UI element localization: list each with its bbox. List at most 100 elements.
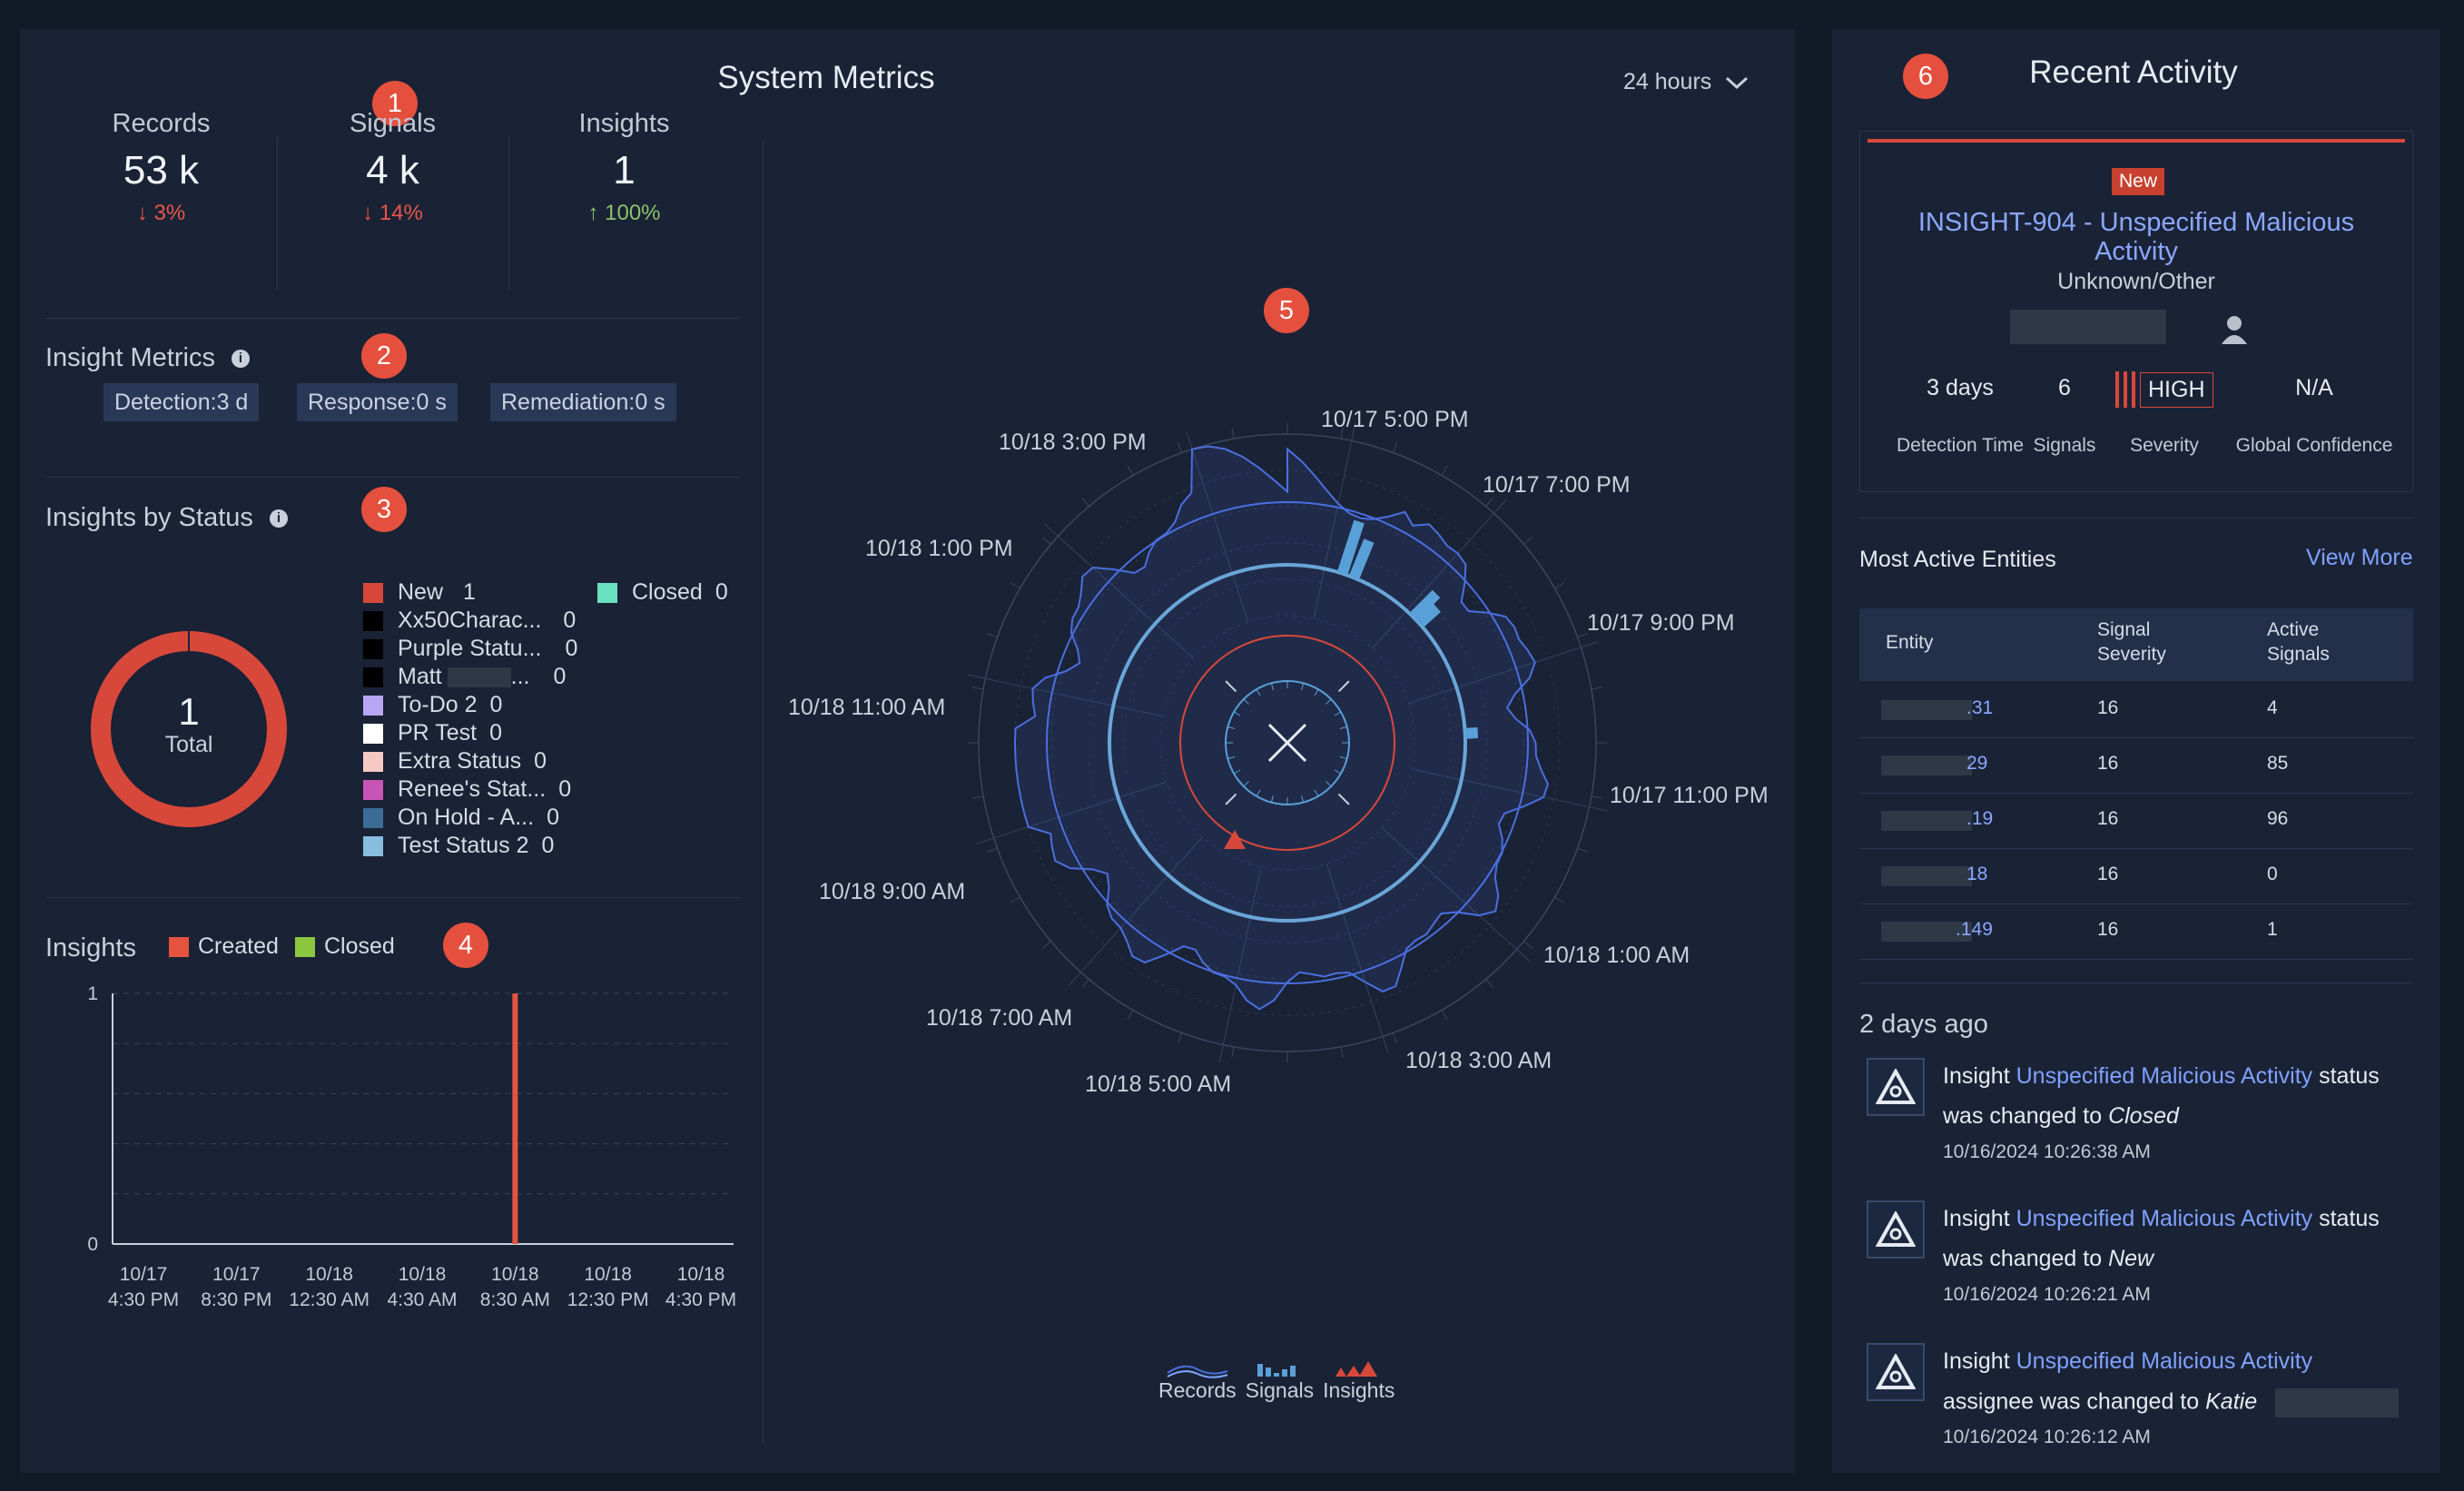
- insight-title-link[interactable]: INSIGHT-904 - Unspecified Malicious Acti…: [1917, 208, 2355, 266]
- activity-line-2: assignee was changed to Katie: [1943, 1388, 2400, 1417]
- signal-bar[interactable]: [1336, 519, 1365, 576]
- polar-time-label: 10/17 11:00 PM: [1610, 783, 1769, 808]
- info-icon[interactable]: i: [269, 509, 288, 528]
- tick: [1010, 896, 1020, 903]
- legend-count: 0: [553, 664, 567, 689]
- system-metrics-panel: [20, 29, 1795, 1473]
- activity-change-text: was changed to: [1943, 1246, 2103, 1271]
- signal-bar[interactable]: [1409, 589, 1441, 621]
- signal-bar[interactable]: [1415, 603, 1441, 628]
- step-badge-1: 1: [372, 81, 418, 126]
- legend-item-status[interactable]: Closed 0: [597, 579, 728, 606]
- reset-zoom-icon[interactable]: [1267, 723, 1307, 763]
- activity-timestamp: 10/16/2024 10:26:38 AM: [1943, 1141, 2151, 1162]
- table-row[interactable]: 18 16 0: [1859, 849, 2413, 903]
- signals-label: Signals: [2033, 435, 2096, 456]
- view-more-link[interactable]: View More: [2306, 545, 2413, 570]
- entity-link[interactable]: .19: [1966, 808, 1994, 829]
- activity-insight-link[interactable]: Unspecified Malicious Activity: [2016, 1206, 2313, 1231]
- severity-label: Severity: [2130, 435, 2199, 456]
- signal-bar[interactable]: [1348, 538, 1375, 580]
- legend-count: 0: [534, 748, 547, 774]
- status-donut[interactable]: [89, 629, 289, 829]
- tick: [1523, 537, 1533, 545]
- arrow-down-icon: ↓: [136, 201, 148, 225]
- legend-item-status[interactable]: Purple Statu... 0: [363, 636, 577, 662]
- header-text: Signal: [2097, 619, 2151, 640]
- signals-series[interactable]: [1108, 563, 1467, 923]
- info-icon[interactable]: i: [231, 350, 250, 369]
- table-row[interactable]: 29 16 85: [1859, 738, 2413, 793]
- redacted-entity: [1881, 755, 1972, 775]
- activity-timestamp: 10/16/2024 10:26:21 AM: [1943, 1284, 2151, 1305]
- legend-item-status[interactable]: Test Status 2 0: [363, 833, 554, 859]
- tick: [1127, 1010, 1134, 1021]
- step-badge-2: 2: [361, 333, 407, 379]
- table-row[interactable]: .19 16 96: [1859, 794, 2413, 848]
- chip-label: Response: [308, 389, 410, 415]
- header-text: Severity: [2097, 644, 2166, 665]
- insight-marker[interactable]: [1224, 830, 1246, 849]
- dial-tick: [1227, 726, 1236, 729]
- tick: [1485, 979, 1493, 988]
- legend-created[interactable]: Created: [169, 933, 279, 960]
- tick: [1178, 442, 1183, 453]
- legend-count: 0: [715, 579, 728, 605]
- polar-legend-records[interactable]: Records: [1158, 1360, 1237, 1403]
- activity-insight-link[interactable]: Unspecified Malicious Activity: [2016, 1063, 2313, 1089]
- tick: [1340, 1046, 1344, 1058]
- legend-closed[interactable]: Closed: [295, 933, 395, 960]
- insight-card[interactable]: New INSIGHT-904 - Unspecified Malicious …: [1859, 131, 2413, 492]
- legend-label: Extra Status: [398, 748, 522, 774]
- legend-item-status[interactable]: Matt... 0: [363, 664, 566, 690]
- dial-tick: [1334, 711, 1342, 716]
- activity-prefix: Insight: [1943, 1206, 2010, 1231]
- table-row[interactable]: .149 16 1: [1859, 904, 2413, 959]
- legend-item-status[interactable]: New 1: [363, 579, 476, 606]
- signal-bar[interactable]: [1464, 727, 1479, 739]
- legend-item-status[interactable]: Renee's Stat... 0: [363, 776, 571, 803]
- entity-link[interactable]: 29: [1966, 753, 1988, 774]
- active-signals-cell: 0: [2267, 864, 2278, 884]
- tick: [1010, 582, 1020, 589]
- redacted-entity: [1881, 811, 1972, 831]
- legend-item-status[interactable]: PR Test 0: [363, 720, 502, 746]
- legend-swatch: [363, 610, 383, 631]
- kpi-label: Signals: [349, 109, 437, 138]
- x-tick-label: 10/17: [212, 1264, 261, 1285]
- legend-item-status[interactable]: Extra Status 0: [363, 748, 547, 775]
- legend-item-status[interactable]: Xx50Charac... 0: [363, 607, 576, 634]
- time-range-select[interactable]: 24 hours: [1623, 69, 1749, 95]
- arrow-up-icon: ↑: [587, 201, 599, 225]
- polar-time-label: 10/18 9:00 AM: [819, 879, 966, 904]
- dial-tick: [1243, 781, 1249, 787]
- activity-insight-link[interactable]: Unspecified Malicious Activity: [2016, 1348, 2313, 1374]
- polar-legend-signals[interactable]: Signals: [1246, 1360, 1314, 1403]
- spoke: [1044, 523, 1194, 658]
- step-badge-3: 3: [361, 487, 407, 532]
- activity-new-value: Closed: [2108, 1103, 2179, 1129]
- legend-item-status[interactable]: To-Do 2 0: [363, 692, 502, 718]
- row-divider: [1859, 737, 2413, 738]
- entity-link[interactable]: .149: [1956, 919, 1993, 940]
- dial-tick: [1301, 795, 1305, 803]
- time-range-value: 24 hours: [1623, 69, 1712, 94]
- chip-value: 0 s: [416, 389, 447, 415]
- active-signals-cell: 4: [2267, 697, 2278, 718]
- records-series[interactable]: [1013, 445, 1550, 1011]
- bar-created[interactable]: [512, 993, 518, 1244]
- dial-mark: [1337, 680, 1350, 693]
- table-row[interactable]: .31 16 4: [1859, 683, 2413, 737]
- redacted-name: [447, 667, 511, 687]
- divider: [45, 477, 740, 478]
- legend-count: 0: [547, 805, 559, 830]
- entity-link[interactable]: .31: [1966, 697, 1994, 718]
- signal-severity-cell: 16: [2097, 919, 2119, 940]
- entity-link[interactable]: 18: [1966, 864, 1988, 884]
- legend-label: On Hold - A...: [398, 805, 535, 830]
- kpi-change: ↓ 3%: [45, 201, 277, 226]
- kpi-change: ↑ 100%: [508, 201, 740, 226]
- polar-legend-insights[interactable]: Insights: [1323, 1360, 1395, 1403]
- activity-line: Insight Unspecified Malicious Activity s…: [1943, 1206, 2380, 1232]
- legend-item-status[interactable]: On Hold - A... 0: [363, 805, 559, 831]
